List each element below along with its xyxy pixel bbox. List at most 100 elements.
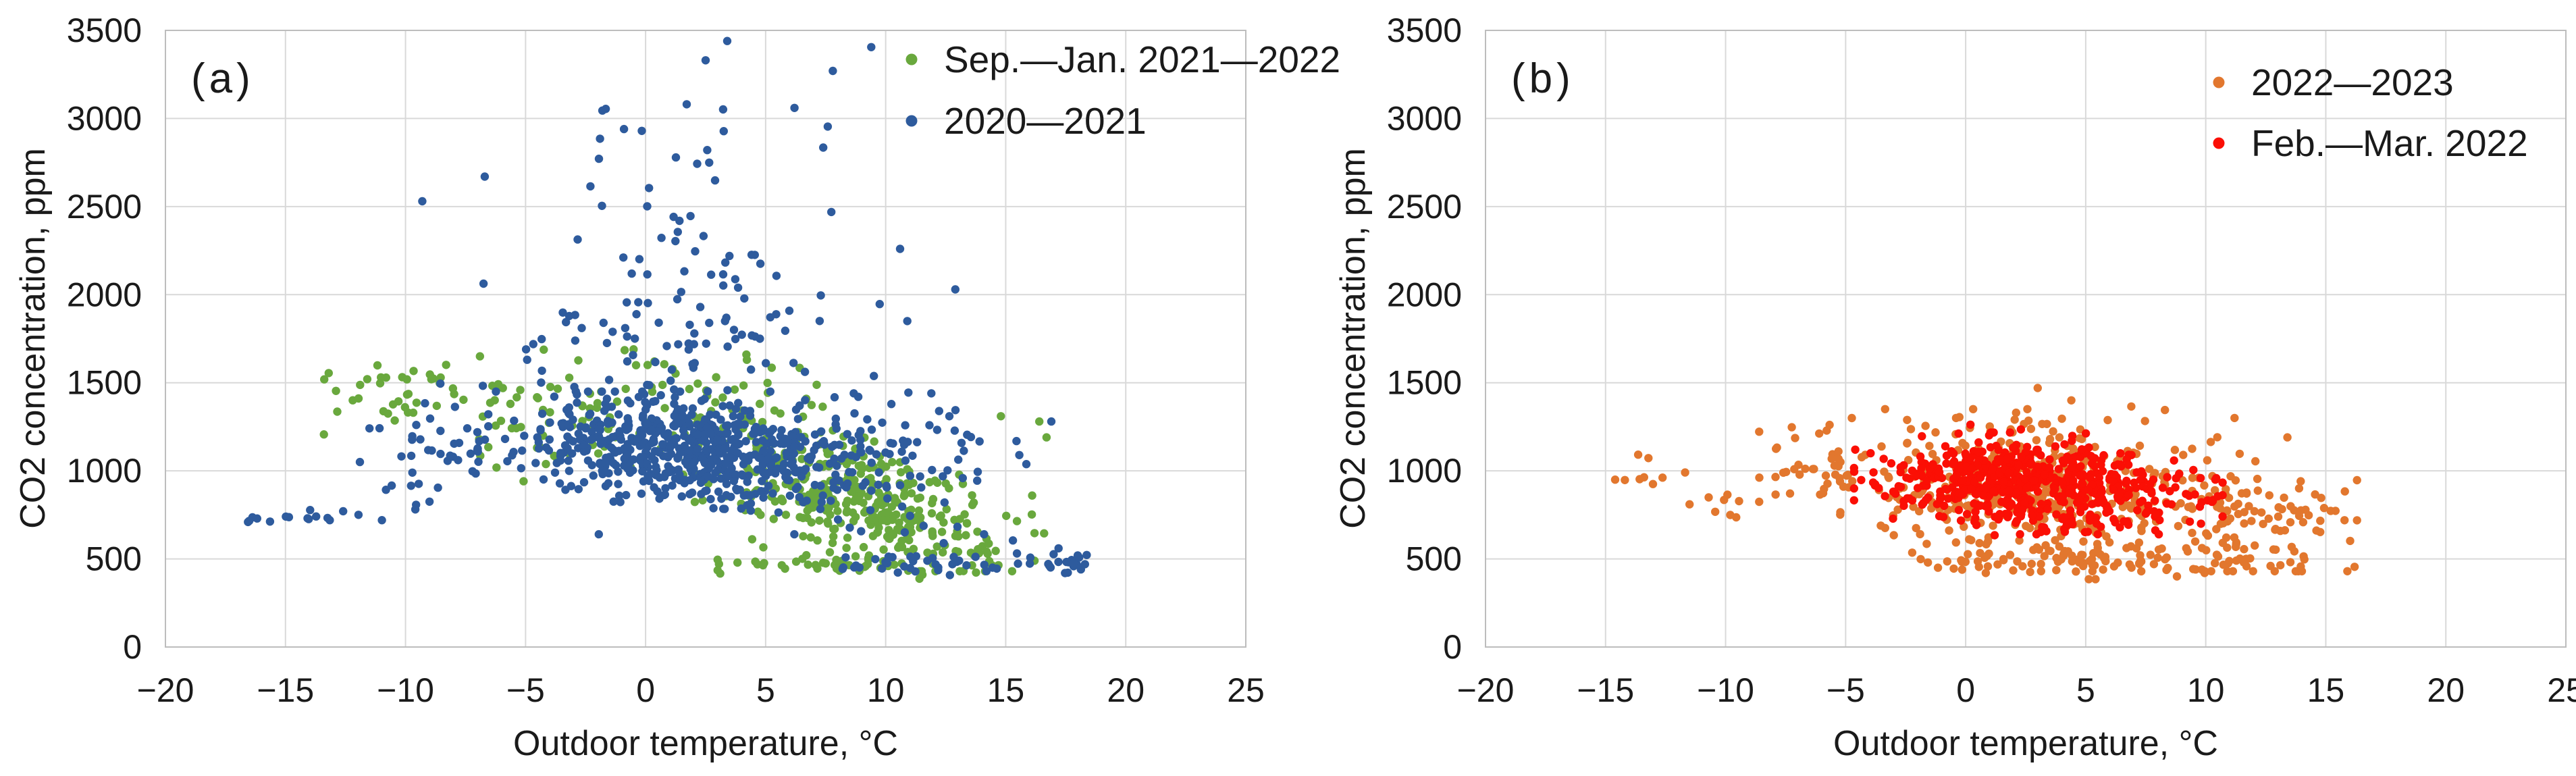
data-point — [615, 427, 624, 436]
data-point — [2067, 396, 2076, 405]
data-point — [2075, 558, 2084, 567]
data-point — [693, 379, 702, 388]
data-point — [725, 251, 734, 261]
y-tick-label: 500 — [1406, 540, 1462, 578]
data-point — [1981, 569, 1991, 577]
data-point — [875, 300, 885, 309]
data-point — [1049, 550, 1058, 559]
data-point — [747, 331, 756, 340]
data-point — [763, 455, 772, 464]
data-point — [953, 557, 962, 566]
data-point — [284, 513, 294, 521]
data-point — [939, 518, 948, 527]
legend: Sep.—Jan. 2021—2022 2020—2021 — [905, 38, 1340, 142]
data-point — [2055, 433, 2064, 442]
data-point — [1968, 464, 1976, 473]
data-point — [1905, 494, 1914, 503]
data-point — [561, 486, 570, 494]
data-point — [620, 444, 629, 453]
data-point — [555, 479, 564, 488]
data-point — [473, 445, 482, 455]
data-point — [1989, 521, 1997, 530]
data-point — [840, 450, 849, 459]
data-point — [1924, 558, 1933, 567]
data-point — [1916, 452, 1925, 461]
data-point — [354, 394, 363, 403]
data-point — [569, 437, 577, 446]
data-point — [384, 409, 392, 418]
data-point — [484, 410, 493, 419]
data-point — [521, 345, 531, 354]
data-point — [610, 387, 619, 396]
data-point — [585, 411, 594, 419]
data-point — [942, 505, 951, 514]
data-point — [973, 527, 982, 536]
data-point — [749, 430, 758, 438]
data-point — [604, 469, 613, 477]
data-point — [756, 399, 764, 409]
data-point — [916, 472, 924, 481]
data-point — [2065, 489, 2074, 498]
data-point — [406, 451, 416, 461]
data-point — [790, 529, 799, 539]
data-point — [1913, 484, 1922, 492]
y-tick-label: 3500 — [1387, 11, 1462, 49]
data-point — [568, 449, 577, 458]
data-point — [2120, 517, 2128, 526]
data-point — [743, 477, 752, 486]
data-point — [1922, 540, 1931, 548]
data-point — [2032, 543, 2041, 552]
data-point — [629, 466, 637, 475]
data-point — [939, 539, 948, 548]
data-point — [693, 444, 702, 453]
data-point — [982, 547, 991, 556]
data-point — [968, 500, 977, 509]
data-point — [531, 459, 540, 467]
data-point — [409, 408, 418, 417]
data-point — [928, 494, 938, 504]
data-point — [1610, 475, 1620, 484]
data-point — [832, 424, 841, 433]
data-point — [1918, 500, 1926, 509]
data-point — [586, 182, 595, 191]
data-point — [2207, 567, 2215, 575]
data-point — [518, 446, 527, 455]
data-point — [253, 514, 261, 523]
y-tick-label: 2500 — [67, 188, 142, 226]
data-point — [731, 470, 740, 480]
data-point — [685, 475, 694, 485]
data-point — [1922, 476, 1931, 485]
data-point — [643, 459, 652, 468]
data-point — [703, 146, 712, 155]
legend-marker — [905, 115, 918, 127]
data-point — [829, 66, 837, 76]
data-point — [608, 328, 617, 336]
data-point — [1918, 432, 1926, 441]
data-point — [2018, 562, 2027, 571]
data-point — [2174, 521, 2183, 531]
data-point — [574, 356, 583, 365]
data-point — [2213, 492, 2222, 500]
data-point — [1755, 497, 1764, 507]
data-point — [2253, 474, 2262, 484]
data-point — [721, 258, 730, 267]
data-point — [825, 548, 835, 557]
x-axis-title: Outdoor temperature, °C — [1833, 724, 2218, 763]
data-point — [810, 480, 820, 490]
data-point — [450, 439, 458, 448]
x-tick-label: 20 — [2427, 671, 2465, 709]
data-point — [573, 235, 582, 244]
data-point — [866, 506, 875, 515]
data-point — [1782, 467, 1791, 476]
data-point — [2055, 542, 2064, 551]
data-point — [643, 270, 652, 279]
data-point — [740, 454, 749, 463]
data-point — [540, 345, 548, 354]
data-point — [677, 492, 686, 501]
data-point — [2020, 498, 2029, 508]
data-point — [564, 457, 573, 465]
data-point — [2346, 536, 2355, 546]
data-point — [436, 379, 445, 388]
panel-a: −20 −15 −10 −5 0 5 10 15 20 25 0 500 1000 1500 2000 250… — [14, 11, 1340, 763]
